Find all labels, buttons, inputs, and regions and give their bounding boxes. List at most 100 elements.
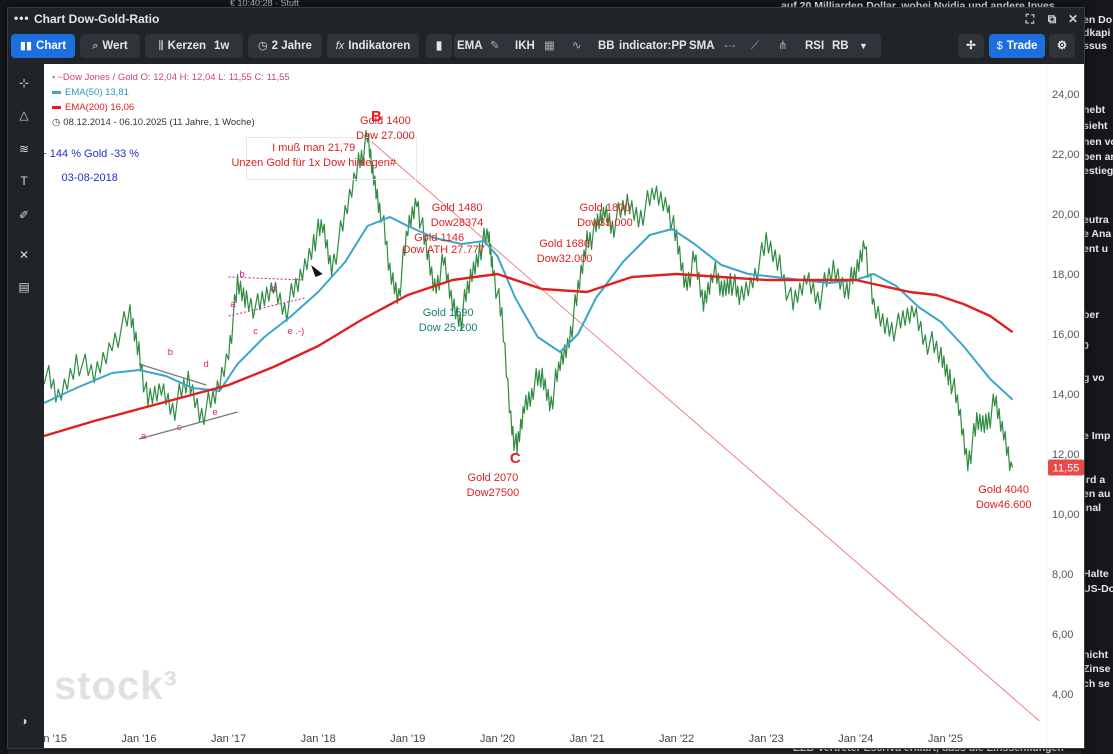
chart-annotation: d bbox=[204, 359, 209, 370]
chart-annotation: c bbox=[253, 326, 258, 337]
candles-icon: ⫼ bbox=[158, 40, 164, 52]
tools-button[interactable]: ✢ bbox=[958, 34, 984, 58]
last-price-tag bbox=[1048, 459, 1084, 476]
chart-annotation: Dow32.000 bbox=[537, 253, 593, 265]
clock-icon: ◷ bbox=[258, 40, 268, 52]
ema50-line bbox=[44, 216, 1014, 404]
background-news-line: g vo bbox=[1083, 372, 1105, 384]
bookmark-button[interactable]: ▮ bbox=[426, 34, 452, 58]
chart-annotation: Dow35.000 bbox=[577, 217, 633, 229]
window-title: Chart Dow-Gold-Ratio bbox=[34, 12, 160, 26]
text-tool-icon[interactable]: T bbox=[20, 174, 28, 188]
close-icon[interactable]: ✕ bbox=[1067, 12, 1079, 26]
y-tick-label: 20,00 bbox=[1052, 209, 1080, 221]
chart-annotation: 03-08-2018 bbox=[62, 172, 118, 184]
wert-button[interactable]: ⌕ Wert bbox=[80, 34, 140, 58]
popout-icon[interactable]: ⧉ bbox=[1047, 12, 1057, 26]
calculator-icon[interactable]: ▤ bbox=[18, 280, 30, 294]
legend-main: ▪ ~Dow Jones / Gold O: 12,04 H: 12,04 L: … bbox=[52, 70, 290, 85]
chart-annotation: b bbox=[168, 347, 173, 358]
dollar-icon: $ bbox=[996, 40, 1003, 52]
indicator-rb[interactable]: RB bbox=[832, 40, 849, 52]
indicator-sma[interactable]: SMA bbox=[689, 40, 715, 52]
interval-label: 1w bbox=[214, 40, 230, 52]
indicator-ema[interactable]: EMA bbox=[457, 40, 483, 52]
triangle-lower-line bbox=[138, 411, 238, 440]
chart-button[interactable]: ▮▮ Chart bbox=[11, 34, 75, 58]
price-series-line bbox=[44, 129, 1014, 472]
chart-annotation: Unzen Gold für 1x Dow hinlegen# bbox=[231, 157, 396, 169]
chevron-down-icon[interactable]: ▼ bbox=[859, 41, 868, 51]
chart-annotation: d bbox=[271, 284, 276, 295]
chart-button-label: Chart bbox=[36, 40, 67, 52]
fib-tool-icon[interactable]: ≋ bbox=[18, 142, 30, 156]
wave-label: C bbox=[510, 450, 521, 467]
chart-bars-icon: ▮▮ bbox=[19, 40, 33, 52]
crosshair-tool-icon[interactable]: ⊹ bbox=[18, 76, 30, 90]
fork-icon[interactable]: ⋔ bbox=[778, 40, 788, 52]
fx-icon: fx bbox=[335, 40, 345, 52]
maximize-icon[interactable]: ⛶ bbox=[1025, 12, 1035, 26]
background-news-line: nicht bbox=[1083, 649, 1109, 661]
indikatoren-button[interactable]: fx Indikatoren bbox=[327, 34, 419, 58]
chart-annotation: b bbox=[239, 269, 244, 280]
theme-toggle-icon[interactable]: ◑ bbox=[20, 714, 28, 728]
background-news-line: ben ar bbox=[1083, 151, 1113, 163]
y-tick-label: 16,00 bbox=[1052, 329, 1080, 341]
x-tick-label: Jan '21 bbox=[569, 733, 604, 745]
background-news-line: estieg bbox=[1083, 165, 1113, 177]
y-tick-label: 24,00 bbox=[1052, 89, 1080, 101]
x-tick-label: Jan '16 bbox=[121, 733, 156, 745]
chart-annotation: + 144 % Gold -33 % bbox=[44, 148, 139, 160]
background-news-line: ssus bbox=[1083, 40, 1107, 52]
background-news-line: US-Do bbox=[1083, 583, 1113, 595]
brush-tool-icon[interactable]: ✐ bbox=[18, 208, 30, 222]
triangle-upper-line bbox=[138, 363, 207, 386]
background-left-strip bbox=[0, 0, 8, 754]
search-icon: ⌕ bbox=[92, 40, 99, 52]
x-tick-label: Jan '20 bbox=[480, 733, 515, 745]
y-tick-label: 4,00 bbox=[1052, 689, 1073, 701]
trade-button[interactable]: $ Trade bbox=[989, 34, 1045, 58]
settings-button[interactable]: ⚙ bbox=[1049, 34, 1075, 58]
legend-ema200[interactable]: EMA(200) 16,06 bbox=[52, 100, 290, 115]
ema50-swatch bbox=[52, 90, 61, 94]
pen-icon[interactable]: ✎ bbox=[490, 40, 500, 52]
background-news-line: e Imp bbox=[1083, 430, 1111, 442]
legend-range: ◷ 08.12.2014 - 06.10.2025 (11 Jahre, 1 Wo… bbox=[52, 115, 290, 130]
chart-annotation: Dow46.600 bbox=[976, 499, 1032, 511]
chart-legend: ▪ ~Dow Jones / Gold O: 12,04 H: 12,04 L: … bbox=[52, 70, 290, 130]
grid-icon[interactable]: ▦ bbox=[544, 40, 555, 52]
wert-button-label: Wert bbox=[102, 40, 128, 52]
line-icon[interactable]: -·- bbox=[724, 40, 736, 52]
background-news-line: hebt bbox=[1083, 104, 1106, 116]
legend-ema200-text: EMA(200) 16,06 bbox=[65, 102, 135, 113]
chart-annotation: a bbox=[141, 431, 147, 442]
window-menu-icon[interactable]: ••• bbox=[14, 11, 30, 25]
chart-annotation: Gold 1146 bbox=[414, 232, 464, 244]
chart-canvas[interactable]: 24,00 22,00 20,00 18,00 16,00 14,00 12,00 10,00… bbox=[44, 64, 1084, 748]
y-tick-label: 12,00 bbox=[1052, 449, 1080, 461]
indicator-pp[interactable]: indicator:PP bbox=[619, 40, 687, 52]
legend-ema50[interactable]: EMA(50) 13,81 bbox=[52, 85, 290, 100]
trend-icon[interactable]: ⟋ bbox=[751, 40, 760, 52]
chart-annotation: Dow 27.000 bbox=[356, 130, 415, 142]
bookmark-icon: ▮ bbox=[435, 40, 443, 52]
wave-icon[interactable]: ∿ bbox=[572, 40, 582, 52]
kerzen-button[interactable]: ⫼ Kerzen 1w bbox=[145, 34, 243, 58]
triangle-tool-icon[interactable]: △ bbox=[19, 108, 29, 122]
indicator-bb[interactable]: BB bbox=[598, 40, 615, 52]
chart-area[interactable]: 24,00 22,00 20,00 18,00 16,00 14,00 12,00 10,00… bbox=[44, 64, 1084, 748]
y-tick-label: 14,00 bbox=[1052, 389, 1080, 401]
chart-annotation: Gold 2070 bbox=[468, 472, 519, 484]
y-tick-label: 18,00 bbox=[1052, 269, 1080, 281]
background-news-line: 0 bbox=[1083, 340, 1089, 352]
indicator-group: EMA ✎ IKH ▦ ∿ BB indicator:PP SMA -·- ⟋ … bbox=[454, 34, 881, 58]
chart-annotation: Dow27500 bbox=[467, 487, 520, 499]
chart-annotation: Gold 1480 bbox=[432, 202, 483, 214]
wave-label: B bbox=[371, 108, 382, 125]
period-button[interactable]: ◷ 2 Jahre bbox=[248, 34, 322, 58]
measure-tool-icon[interactable]: ✕ bbox=[18, 248, 30, 262]
indicator-rsi[interactable]: RSI bbox=[805, 40, 825, 52]
indicator-ikh[interactable]: IKH bbox=[515, 40, 535, 52]
